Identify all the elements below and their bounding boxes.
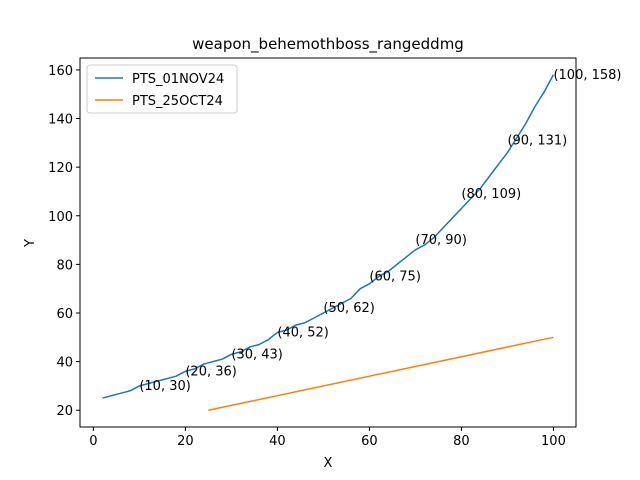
annotation-label: (100, 158) [553, 68, 621, 83]
legend-box [86, 64, 238, 114]
series-line-0 [102, 74, 555, 399]
y-tick-label: 140 [48, 113, 73, 128]
annotation-label: (90, 131) [507, 133, 567, 148]
x-tick-label: 0 [89, 434, 97, 449]
y-tick-label: 20 [56, 404, 73, 419]
x-tick-label: 40 [269, 434, 286, 449]
x-tick-label: 20 [177, 434, 194, 449]
x-tick-label: 80 [453, 434, 470, 449]
annotation-label: (80, 109) [461, 187, 521, 202]
series-line-1 [208, 336, 554, 411]
y-tick-label: 40 [56, 356, 73, 371]
annotation-label: (50, 62) [323, 301, 375, 316]
annotation-label: (20, 36) [185, 364, 237, 379]
y-tick-label: 120 [48, 161, 73, 176]
annotation-label: (40, 52) [277, 325, 329, 340]
plot-area: (10, 30)(20, 36) (30, 43) (40, 52) (50, 62)… [48, 57, 622, 449]
legend-label-0: PTS_01NOV24 [132, 72, 224, 87]
y-tick-label: 100 [48, 210, 73, 225]
x-axis-label: X [324, 456, 333, 471]
y-axis-label: Y [23, 239, 38, 248]
annotation-label: (70, 90) [415, 233, 467, 248]
annotation-label: (10, 30) [139, 379, 191, 394]
y-tick-label: 60 [56, 307, 73, 322]
x-tick-label: 60 [361, 434, 378, 449]
x-tick-label: 100 [541, 434, 566, 449]
legend-label-1: PTS_25OCT24 [132, 94, 223, 109]
annotation-label: (30, 43) [231, 347, 283, 362]
annotation-label: (60, 75) [369, 270, 421, 285]
axes-frame [79, 57, 577, 428]
chart-title: weapon_behemothboss_rangeddmg [192, 35, 464, 54]
y-tick-label: 160 [48, 64, 73, 79]
y-tick-label: 80 [56, 258, 73, 273]
